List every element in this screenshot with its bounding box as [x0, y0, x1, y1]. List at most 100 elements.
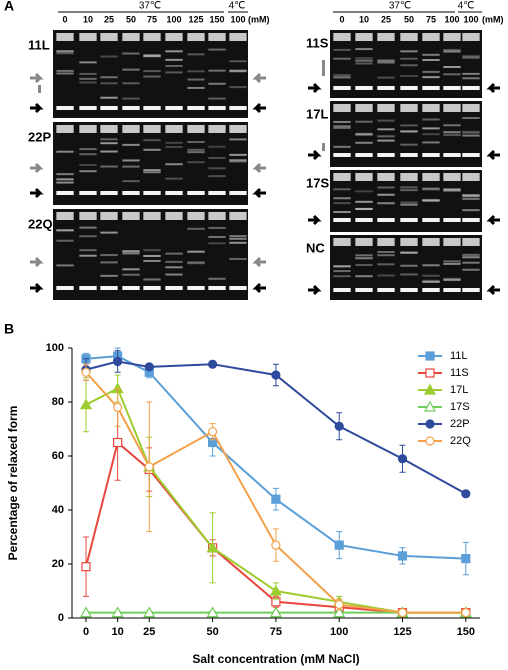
gel-band	[187, 78, 205, 81]
x-tick-label: 125	[393, 626, 411, 638]
gel-band	[422, 58, 440, 61]
gel-band	[443, 124, 461, 127]
lane-label: 0	[339, 14, 344, 24]
marker	[397, 454, 408, 464]
gel-band	[122, 268, 140, 271]
gel-band	[143, 212, 161, 220]
gel-band	[377, 59, 395, 62]
lane-label: 125	[188, 14, 203, 24]
gel-band	[462, 153, 480, 157]
arrow	[252, 102, 266, 114]
gel-band	[400, 288, 418, 292]
marker	[425, 368, 435, 378]
gel-band	[122, 286, 140, 290]
gel-band	[333, 125, 351, 128]
gel-band	[79, 226, 97, 229]
gel-band	[56, 69, 74, 72]
gel-band	[56, 181, 74, 184]
gel-band	[229, 212, 247, 220]
gel-band	[422, 141, 440, 144]
legend-label: 17S	[450, 401, 470, 413]
gel-band	[56, 191, 74, 195]
gel-band	[400, 130, 418, 133]
marker	[143, 606, 156, 618]
gel-band	[443, 238, 461, 246]
gel-band	[377, 173, 395, 181]
lane-label: 100	[463, 14, 478, 24]
gel-band	[165, 163, 183, 166]
gel-band	[377, 33, 395, 41]
legend-label: 17L	[450, 384, 468, 396]
gel-band	[208, 69, 226, 72]
gel-band	[122, 68, 140, 71]
gel-band	[462, 86, 480, 90]
gel-band	[400, 130, 418, 133]
gel-band	[165, 33, 183, 41]
gel-band	[355, 57, 373, 60]
gel-band	[355, 238, 373, 246]
gel-band	[333, 86, 351, 90]
gel-band	[400, 186, 418, 189]
y-tick-label: 20	[52, 558, 64, 570]
marker	[271, 370, 281, 380]
gel-band	[400, 86, 418, 90]
gel-band	[443, 86, 461, 90]
gel-band	[333, 145, 351, 148]
marker	[144, 362, 154, 372]
arrow	[30, 282, 44, 294]
gel-band	[377, 86, 395, 90]
gel-band	[208, 167, 226, 170]
gel-band	[400, 218, 418, 222]
gel-band	[187, 250, 205, 253]
gel-band	[400, 189, 418, 192]
gel-band	[143, 148, 161, 151]
gel-band	[355, 120, 373, 123]
gel-band	[333, 270, 351, 273]
gel-band	[355, 153, 373, 157]
gel-band	[208, 106, 226, 110]
gel-band	[462, 77, 480, 80]
marker	[111, 606, 124, 618]
gel-band	[443, 33, 461, 41]
gel-band	[208, 125, 226, 133]
y-axis-label: Percentage of relaxed form	[6, 406, 20, 561]
gel-band	[229, 106, 247, 110]
gel-band	[355, 86, 373, 90]
gel-band	[355, 62, 373, 65]
gel-band	[355, 254, 373, 257]
lane-label: 100	[230, 14, 245, 24]
marker	[425, 419, 435, 429]
gel-band	[422, 127, 440, 130]
gel-band	[229, 60, 247, 63]
marker	[397, 607, 408, 618]
gel-band	[100, 165, 118, 168]
gel-band	[443, 260, 461, 263]
gel-band	[422, 218, 440, 222]
marker	[425, 351, 435, 361]
gel-band	[187, 161, 205, 164]
gel-band	[56, 150, 74, 153]
gel-band	[208, 82, 226, 85]
gel-band	[122, 52, 140, 55]
x-tick-label: 150	[457, 626, 475, 638]
marker	[333, 606, 346, 618]
gel-band	[229, 257, 247, 260]
marker	[334, 421, 344, 431]
gel-band	[443, 104, 461, 112]
gel-band	[462, 209, 480, 212]
gel-image	[53, 30, 248, 118]
gel-band	[400, 33, 418, 41]
marker	[208, 359, 218, 369]
lane-label: 10	[359, 14, 369, 24]
gel-band	[187, 261, 205, 264]
gel-band	[462, 33, 480, 41]
gel-band	[333, 76, 351, 79]
gel-band	[462, 173, 480, 181]
gel-band	[355, 200, 373, 203]
gel-band	[208, 175, 226, 178]
gel-band	[355, 264, 373, 267]
gel-band	[355, 208, 373, 211]
gel-band	[377, 238, 395, 246]
gel-band	[100, 96, 118, 99]
gel-band	[400, 104, 418, 112]
